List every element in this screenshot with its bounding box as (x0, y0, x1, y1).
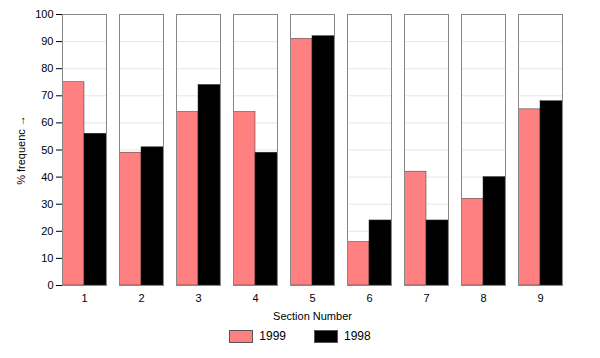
svg-text:60: 60 (41, 116, 53, 128)
svg-text:80: 80 (41, 62, 53, 74)
html-text:1998: 1998 (344, 329, 371, 343)
svg-text:20: 20 (41, 225, 53, 237)
svg-text:3: 3 (195, 292, 201, 304)
svg-text:50: 50 (41, 144, 53, 156)
svg-text:9: 9 (537, 292, 543, 304)
svg-text:2: 2 (138, 292, 144, 304)
svg-text:90: 90 (41, 35, 53, 47)
svg-text:30: 30 (41, 198, 53, 210)
svg-text:1: 1 (81, 292, 87, 304)
svg-text:6: 6 (366, 292, 372, 304)
svg-text:70: 70 (41, 89, 53, 101)
svg-text:7: 7 (423, 292, 429, 304)
svg-text:% frequenc →: % frequenc → (15, 115, 27, 185)
svg-text:8: 8 (480, 292, 486, 304)
svg-text:0: 0 (47, 279, 53, 291)
html-text:1999: 1999 (259, 329, 286, 343)
svg-text:5: 5 (309, 292, 315, 304)
svg-text:40: 40 (41, 171, 53, 183)
svg-text:Section Number: Section Number (273, 310, 352, 322)
svg-text:10: 10 (41, 252, 53, 264)
svg-text:4: 4 (252, 292, 258, 304)
svg-text:100: 100 (35, 8, 53, 20)
